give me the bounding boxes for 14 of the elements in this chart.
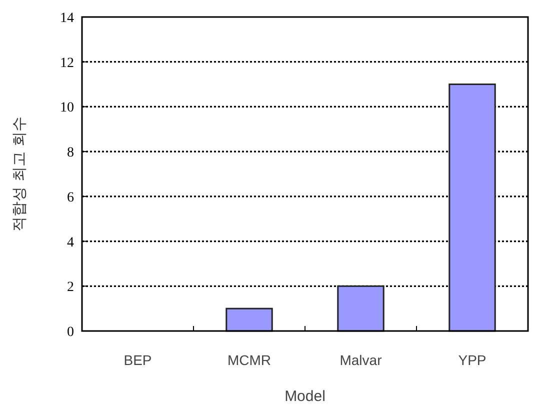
y-tick-label: 12	[60, 56, 74, 71]
y-tick-label: 8	[67, 146, 74, 161]
y-tick-label: 6	[67, 190, 74, 206]
y-tick-label: 2	[67, 280, 74, 296]
x-tick-label: MCMR	[227, 352, 272, 368]
x-tick-label: YPP	[458, 352, 486, 368]
y-tick-label: 10	[60, 100, 74, 116]
y-tick-label: 0	[67, 325, 74, 340]
x-tick-label: BEP	[124, 352, 152, 368]
y-tick-label: 4	[67, 235, 74, 250]
y-tick-label: 14	[60, 11, 74, 26]
x-tick-label: Malvar	[340, 352, 382, 368]
x-axis-title: Model	[284, 388, 326, 405]
y-axis-title: 적합성 최고 회수	[10, 116, 28, 232]
